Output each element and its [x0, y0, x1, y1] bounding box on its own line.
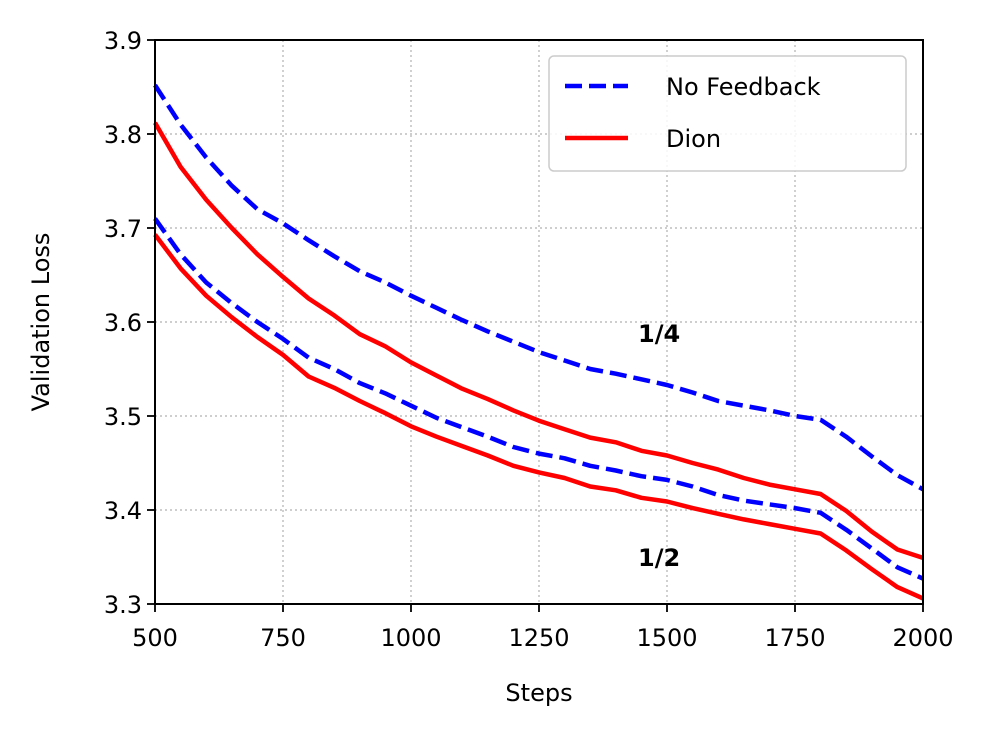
series-line-dion-1-2 [153, 233, 924, 601]
annotation-half: 1/2 [638, 544, 680, 572]
series-line-dion-1-4 [153, 121, 924, 561]
series-line-no-feedback-1-2 [153, 217, 924, 581]
x-axis-label: Steps [505, 679, 572, 707]
y-tick-label: 3.9 [104, 27, 142, 55]
y-tick-label: 3.5 [104, 403, 142, 431]
x-tick-label: 1750 [764, 624, 825, 652]
axis-ticks: 500 750 1000 1250 1500 1750 2000 3.3 3.4 3.5 3.6 3.… [104, 27, 954, 652]
y-tick-label: 3.7 [104, 215, 142, 243]
x-tick-label: 2000 [892, 624, 953, 652]
y-axis-label: Validation Loss [27, 233, 55, 412]
x-tick-label: 1250 [508, 624, 569, 652]
y-tick-label: 3.6 [104, 309, 142, 337]
legend-label-no-feedback: No Feedback [666, 73, 821, 101]
y-tick-label: 3.8 [104, 121, 142, 149]
x-tick-label: 500 [132, 624, 178, 652]
y-tick-label: 3.4 [104, 497, 142, 525]
legend-label-dion: Dion [666, 125, 721, 153]
annotation-quarter: 1/4 [638, 320, 680, 348]
legend: No Feedback Dion [548, 55, 907, 172]
series-lines [153, 83, 925, 601]
legend-box [548, 55, 907, 172]
x-tick-label: 1500 [636, 624, 697, 652]
x-tick-label: 1000 [380, 624, 441, 652]
x-tick-label: 750 [260, 624, 306, 652]
y-tick-label: 3.3 [104, 591, 142, 619]
